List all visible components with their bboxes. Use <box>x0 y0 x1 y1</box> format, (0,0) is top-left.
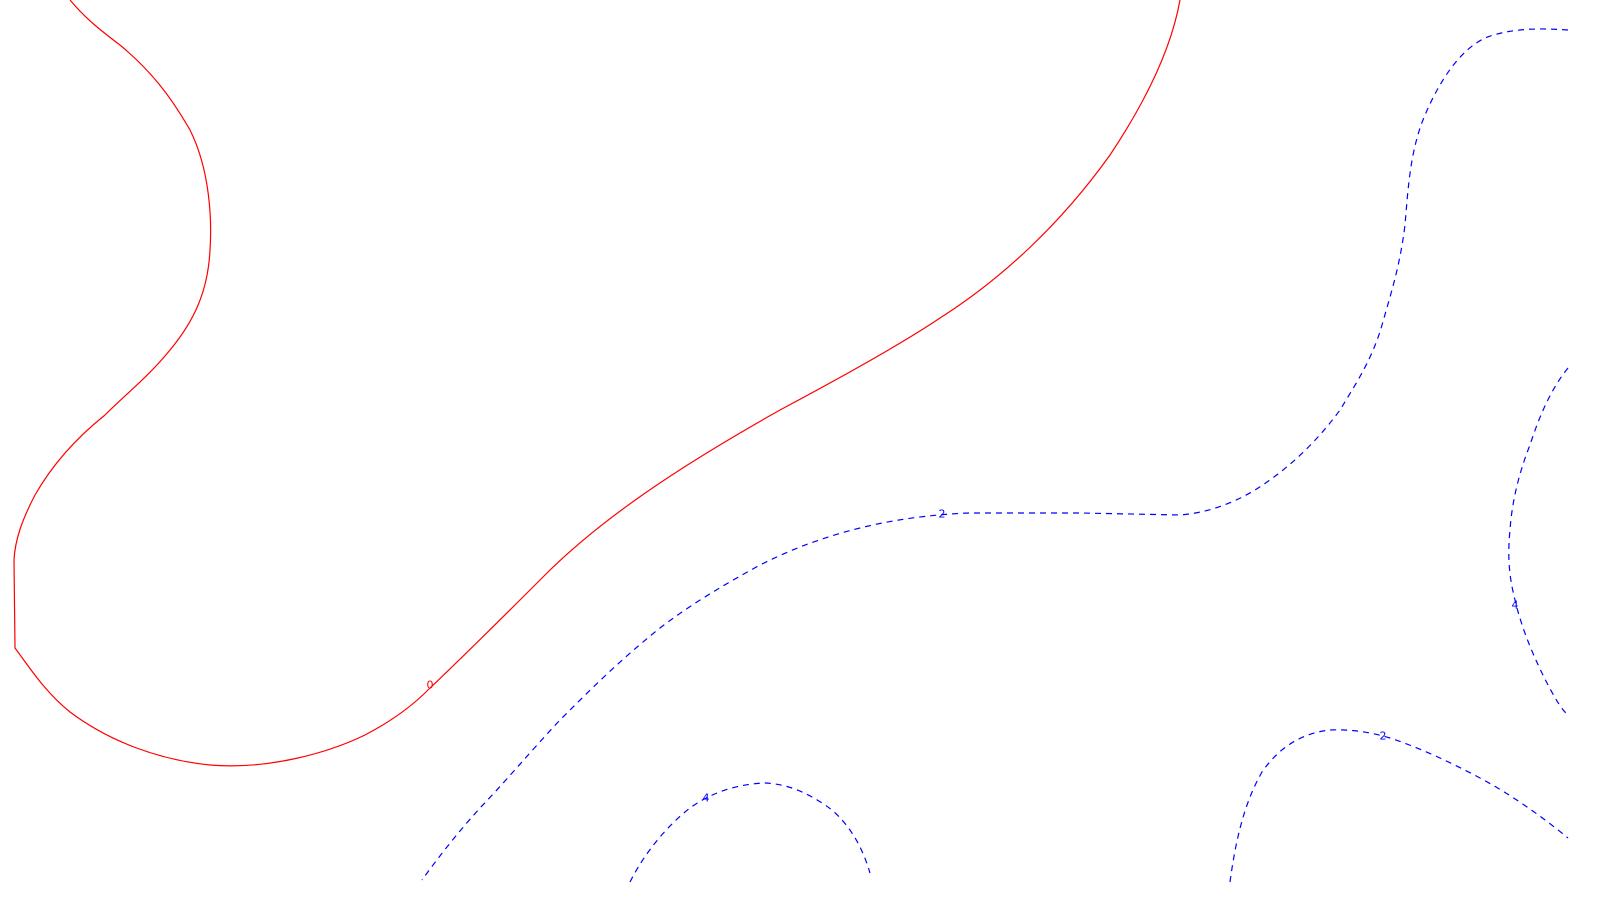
contour-label-2-b: 2 <box>1380 730 1387 743</box>
contour-label-0: 0 <box>427 679 434 692</box>
contour-line-level-4-a <box>1508 367 1569 716</box>
contour-line-level-4-b <box>629 782 871 883</box>
contour-line-level-2-b <box>1229 729 1569 883</box>
contour-label-4-b: 4 <box>703 792 710 805</box>
contour-label-4-a: 4 <box>1512 599 1519 612</box>
contour-line-level-0 <box>13 0 1181 767</box>
contour-line-level-2-a <box>421 28 1569 881</box>
contour-label-2-a: 2 <box>939 508 946 521</box>
